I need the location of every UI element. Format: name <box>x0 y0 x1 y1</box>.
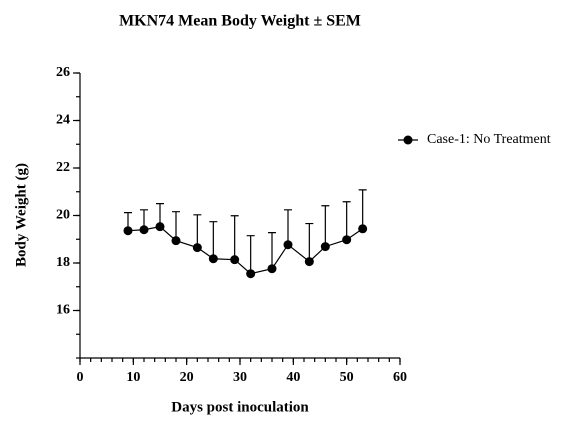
error-bar <box>321 205 330 247</box>
data-point <box>267 264 277 274</box>
error-bar <box>246 235 255 274</box>
data-point <box>342 235 352 245</box>
legend-label: Case-1: No Treatment <box>427 132 551 147</box>
data-point <box>155 222 165 232</box>
error-bar <box>230 215 239 260</box>
error-bar <box>209 221 218 259</box>
x-tick-label: 30 <box>233 370 247 385</box>
y-tick-label: 20 <box>56 208 70 223</box>
x-tick-label: 40 <box>286 370 300 385</box>
data-point <box>208 254 218 264</box>
data-point <box>123 226 133 236</box>
data-point <box>304 257 314 267</box>
x-tick-label: 10 <box>126 370 140 385</box>
data-point <box>358 224 368 234</box>
error-bar <box>358 189 367 229</box>
error-bar <box>305 222 314 262</box>
x-axis-label: Days post inoculation <box>171 399 309 415</box>
chart-title: MKN74 Mean Body Weight ± SEM <box>119 13 361 30</box>
x-tick-label: 0 <box>77 370 84 385</box>
error-bar <box>342 201 351 240</box>
data-point <box>320 242 330 252</box>
x-tick-label: 60 <box>393 370 407 385</box>
data-point <box>192 243 202 253</box>
data-point <box>171 236 181 246</box>
error-bar <box>284 209 292 245</box>
error-bar <box>172 211 180 241</box>
y-tick-label: 26 <box>56 65 70 80</box>
y-tick-label: 16 <box>56 303 70 318</box>
y-tick-label: 18 <box>56 255 70 270</box>
data-point <box>246 269 256 279</box>
data-point <box>139 225 149 235</box>
data-point <box>230 255 240 265</box>
legend-marker <box>403 135 413 145</box>
y-tick-label: 24 <box>56 113 70 128</box>
error-bar <box>268 232 276 269</box>
x-tick-label: 20 <box>180 370 194 385</box>
data-point <box>283 240 293 250</box>
y-axis-label: Body Weight (g) <box>13 163 29 267</box>
y-tick-label: 22 <box>56 160 70 175</box>
error-bar <box>193 214 202 248</box>
x-tick-label: 50 <box>340 370 354 385</box>
